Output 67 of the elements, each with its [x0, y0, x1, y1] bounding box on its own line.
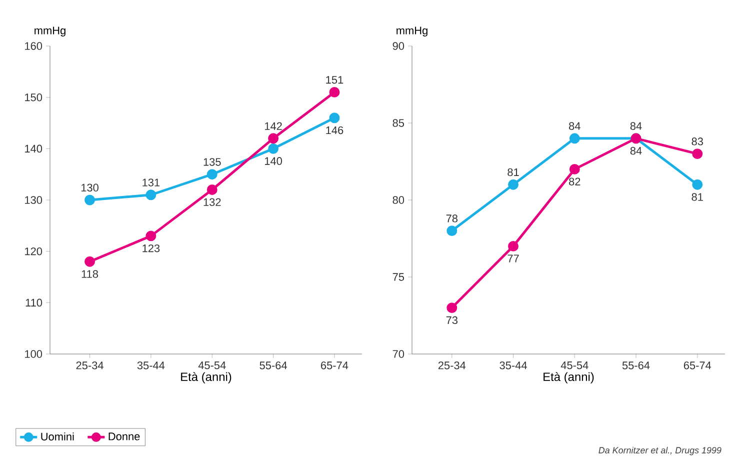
point	[446, 302, 458, 314]
data-label: 78	[446, 214, 458, 222]
point	[692, 179, 703, 190]
data-label: 132	[204, 198, 221, 206]
data-label: 140	[264, 157, 282, 165]
text: Da Kornitzer et al., Drugs 1999	[598, 446, 722, 456]
x-tick-label: 35-44	[500, 362, 527, 370]
x-tick-label: 25-34	[438, 362, 466, 370]
x-tick-label: 45-54	[198, 362, 226, 370]
point	[692, 148, 703, 160]
point	[329, 112, 340, 124]
data-label: 84	[630, 122, 642, 130]
y-tick-label: 100	[25, 350, 42, 358]
point	[569, 133, 580, 144]
x-axis-title: Età (anni)	[544, 372, 594, 384]
data-label: 142	[264, 122, 282, 130]
data-label: 84	[630, 146, 642, 155]
data-label: 77	[508, 254, 519, 262]
x-tick-label: 65-74	[321, 362, 348, 370]
data-label: 146	[326, 126, 344, 134]
data-label: 130	[81, 184, 98, 192]
y-tick-label: 120	[25, 247, 42, 256]
y-tick-label: 140	[25, 144, 42, 153]
point	[146, 230, 156, 242]
y-axis-title: mmHg	[34, 26, 66, 36]
y-tick-label: 150	[25, 93, 42, 102]
x-tick-label: 45-54	[560, 362, 588, 370]
point	[84, 256, 95, 267]
data-label: 83	[692, 138, 703, 146]
y-axis-title: mmHg	[396, 26, 428, 36]
point	[329, 86, 340, 98]
point	[84, 194, 95, 206]
data-label: 118	[82, 270, 98, 278]
x-tick-label: 35-44	[137, 362, 165, 370]
y-tick-label: 90	[392, 42, 404, 50]
x-tick-label: 25-34	[76, 362, 104, 370]
x-tick-label: 65-74	[684, 362, 712, 370]
data-label: 151	[326, 76, 344, 84]
point	[268, 143, 279, 154]
data-label: 84	[569, 122, 580, 130]
point	[446, 226, 458, 236]
x-tick-label: 55-64	[260, 362, 287, 370]
data-label: 123	[142, 244, 160, 252]
point	[206, 184, 218, 195]
data-label: 131	[142, 178, 160, 186]
legend-label: Uomini	[41, 432, 74, 440]
y-tick-label: 80	[392, 196, 404, 204]
data-label: 73	[446, 316, 458, 324]
y-tick-label: 110	[26, 298, 42, 307]
y-tick-label: 130	[25, 196, 42, 204]
point	[146, 190, 156, 200]
point	[508, 179, 518, 190]
point	[569, 164, 580, 174]
legend-label: Donne	[108, 432, 140, 440]
data-label: 82	[569, 178, 580, 186]
point	[508, 240, 518, 252]
data-label: 81	[692, 193, 703, 201]
y-tick-label: 85	[392, 119, 404, 127]
x-axis-title: Età (anni)	[181, 372, 232, 384]
data-label: 81	[508, 168, 519, 176]
data-label: 135	[204, 158, 221, 166]
point	[206, 169, 218, 180]
y-tick-label: 160	[25, 42, 42, 50]
y-tick-label: 75	[392, 273, 404, 281]
x-tick-label: 55-64	[622, 362, 650, 370]
y-tick-label: 70	[392, 350, 404, 358]
point	[268, 133, 279, 144]
